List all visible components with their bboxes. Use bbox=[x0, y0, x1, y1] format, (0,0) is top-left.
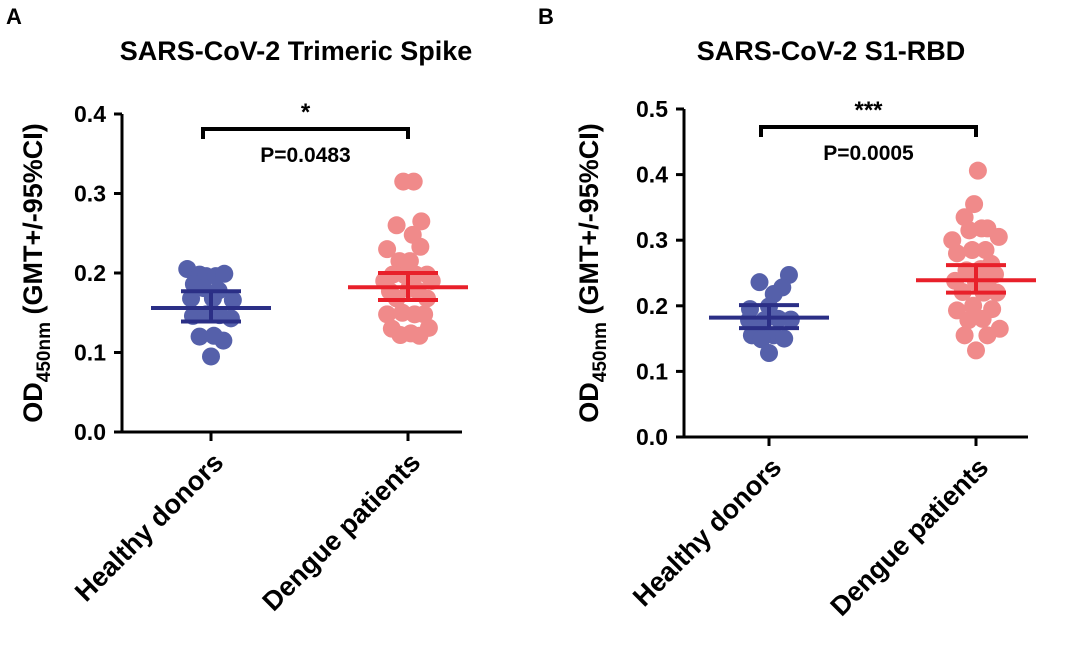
y-tick-label: 0.0 bbox=[636, 424, 668, 450]
chart-panel-b: B SARS-CoV-2 S1-RBD 0.0 0.1 0.2 0.3 0.4 0.5 Heal… bbox=[538, 4, 1036, 622]
data-point bbox=[221, 309, 240, 328]
y-tick-label: 0.3 bbox=[636, 227, 668, 253]
data-point bbox=[378, 240, 397, 259]
data-point bbox=[400, 252, 419, 271]
x-category-label: Healthy donors bbox=[69, 447, 229, 607]
y-tick-label: 0.0 bbox=[74, 419, 106, 445]
data-point bbox=[214, 331, 233, 350]
x-category-label: Dengue patients bbox=[257, 447, 427, 617]
data-point bbox=[223, 291, 242, 310]
data-point bbox=[978, 326, 997, 345]
panel-letter: B bbox=[538, 4, 554, 29]
data-point bbox=[215, 264, 234, 283]
y-tick-label: 0.2 bbox=[74, 260, 106, 286]
data-point bbox=[387, 216, 406, 235]
data-point bbox=[959, 311, 978, 330]
y-tick-label: 0.4 bbox=[74, 101, 106, 127]
data-point bbox=[411, 237, 430, 256]
y-axis-label: OD450nm (GMT+/-95%CI) bbox=[18, 123, 55, 422]
panel-letter: A bbox=[6, 4, 22, 29]
y-tick-label: 0.5 bbox=[636, 96, 668, 122]
data-point bbox=[955, 326, 974, 345]
data-point bbox=[773, 278, 792, 297]
data-point bbox=[964, 296, 983, 315]
data-point bbox=[202, 347, 220, 366]
data-point bbox=[972, 219, 991, 238]
data-point bbox=[775, 329, 794, 348]
p-value-label: P=0.0483 bbox=[260, 144, 351, 167]
y-tick-label: 0.1 bbox=[636, 358, 668, 384]
x-category-label: Healthy donors bbox=[627, 452, 787, 612]
y-tick-label: 0.2 bbox=[636, 293, 668, 319]
y-axis-label: OD450nm (GMT+/-95%CI) bbox=[574, 123, 611, 422]
chart-panel-a: A SARS-CoV-2 Trimeric Spike 0.0 0.1 0.2 0.3 0.… bbox=[6, 4, 472, 617]
data-point bbox=[965, 195, 984, 214]
data-point bbox=[378, 305, 397, 324]
data-point bbox=[182, 289, 201, 308]
data-point bbox=[190, 327, 209, 346]
p-value-label: P=0.0005 bbox=[823, 142, 914, 165]
data-point bbox=[973, 309, 992, 328]
data-point bbox=[963, 241, 982, 260]
y-tick-label: 0.4 bbox=[636, 162, 668, 188]
data-point bbox=[415, 305, 434, 324]
significance-stars: * bbox=[301, 99, 311, 126]
data-point bbox=[976, 241, 995, 260]
chart-title: SARS-CoV-2 S1-RBD bbox=[697, 36, 966, 66]
data-point bbox=[412, 212, 431, 231]
data-point bbox=[404, 172, 423, 191]
data-point bbox=[410, 326, 429, 345]
x-category-label: Dengue patients bbox=[825, 452, 995, 622]
y-tick-label: 0.3 bbox=[74, 181, 106, 207]
significance-stars: *** bbox=[854, 97, 883, 124]
significance-bracket bbox=[759, 125, 978, 137]
data-point bbox=[948, 244, 966, 263]
significance-bracket bbox=[201, 127, 410, 139]
y-tick-label: 0.1 bbox=[74, 340, 106, 366]
chart-title: SARS-CoV-2 Trimeric Spike bbox=[120, 36, 473, 66]
data-point bbox=[752, 330, 771, 349]
data-point bbox=[968, 161, 987, 180]
data-point bbox=[989, 227, 1008, 246]
data-point bbox=[967, 341, 985, 360]
data-point bbox=[750, 273, 769, 292]
data-point bbox=[760, 344, 778, 363]
